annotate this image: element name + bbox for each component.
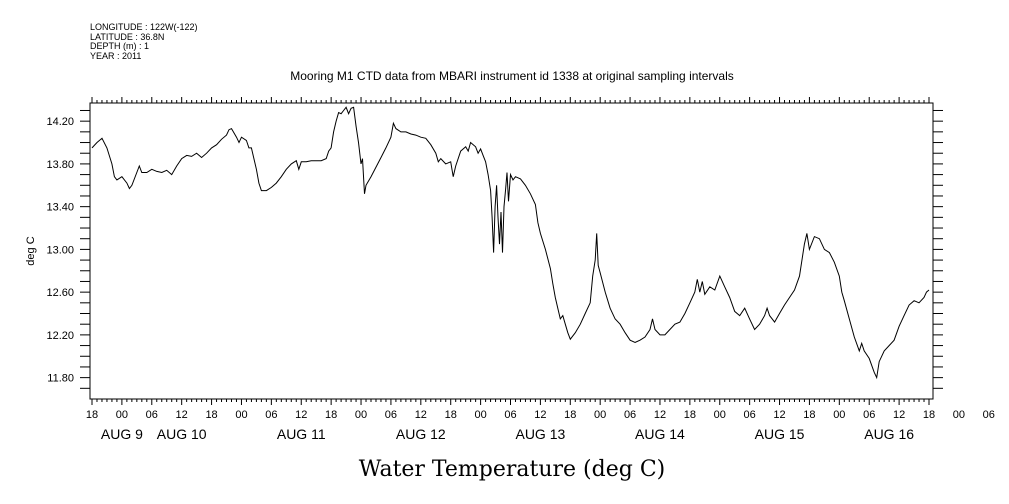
x-tick-label: 18 [86, 409, 98, 421]
axis-ticks [80, 97, 943, 405]
x-tick-label: 00 [714, 409, 726, 421]
x-tick-label: 12 [893, 409, 905, 421]
date-label: AUG 14 [635, 426, 685, 442]
x-tick-label: 06 [744, 409, 756, 421]
x-tick-label: 12 [415, 409, 427, 421]
x-tick-label: 12 [654, 409, 666, 421]
plot-frame [89, 102, 934, 400]
date-label: AUG 12 [396, 426, 446, 442]
y-tick-label: 13.40 [46, 202, 74, 214]
x-tick-label: 18 [205, 409, 217, 421]
x-date-labels: AUG 9 AUG 10 AUG 11 AUG 12 AUG 13 AUG 14 AUG 1… [101, 426, 914, 442]
x-tick-label: 00 [355, 409, 367, 421]
x-tick-label: 00 [474, 409, 486, 421]
x-tick-label: 06 [385, 409, 397, 421]
y-tick-label: 14.20 [46, 116, 74, 128]
x-tick-label: 06 [863, 409, 875, 421]
date-label: AUG 9 [101, 426, 143, 442]
x-tick-label: 06 [983, 409, 995, 421]
meta-depth: DEPTH (m) : 1 [90, 41, 149, 51]
x-tick-label: 18 [564, 409, 576, 421]
x-tick-label: 06 [624, 409, 636, 421]
y-tick-label: 13.00 [46, 244, 74, 256]
date-label: AUG 15 [755, 426, 805, 442]
y-tick-label: 12.20 [46, 330, 74, 342]
x-tick-label: 00 [594, 409, 606, 421]
y-tick-label: 13.80 [46, 159, 74, 171]
x-tick-label: 12 [295, 409, 307, 421]
x-tick-label: 12 [773, 409, 785, 421]
series-line [91, 106, 930, 380]
x-tick-label: 00 [953, 409, 965, 421]
x-tick-label: 06 [146, 409, 158, 421]
meta-longitude: LONGITUDE : 122W(-122) [90, 22, 198, 32]
x-tick-label: 12 [534, 409, 546, 421]
date-label: AUG 10 [157, 426, 207, 442]
chart-title: Mooring M1 CTD data from MBARI instrumen… [290, 69, 734, 83]
y-tick-label: 12.60 [46, 287, 74, 299]
date-label: AUG 13 [515, 426, 565, 442]
x-tick-label: 18 [445, 409, 457, 421]
x-tick-label: 00 [235, 409, 247, 421]
y-tick-label: 11.80 [47, 373, 74, 385]
meta-latitude: LATITUDE : 36.8N [90, 32, 164, 42]
x-tick-label: 18 [923, 409, 935, 421]
x-axis-label: Water Temperature (deg C) [359, 457, 666, 482]
x-tick-label: 18 [684, 409, 696, 421]
x-tick-label: 18 [325, 409, 337, 421]
header-meta: LONGITUDE : 122W(-122) LATITUDE : 36.8N … [90, 22, 198, 61]
date-label: AUG 11 [277, 426, 326, 442]
x-tick-label: 06 [504, 409, 516, 421]
date-label: AUG 16 [864, 426, 914, 442]
x-tick-label: 00 [116, 409, 128, 421]
y-tick-labels: 11.80 12.20 12.60 13.00 13.40 13.80 14.20 [46, 116, 74, 384]
x-tick-label: 18 [803, 409, 815, 421]
x-tick-label: 12 [176, 409, 188, 421]
x-tick-label: 06 [265, 409, 277, 421]
meta-year: YEAR : 2011 [90, 51, 141, 61]
x-tick-labels: 18 00 06 12 18 00 06 12 18 00 06 12 18 00 06 12 18 00 06 12… [86, 409, 995, 421]
y-axis-label: deg C [25, 236, 37, 265]
x-tick-label: 00 [833, 409, 845, 421]
